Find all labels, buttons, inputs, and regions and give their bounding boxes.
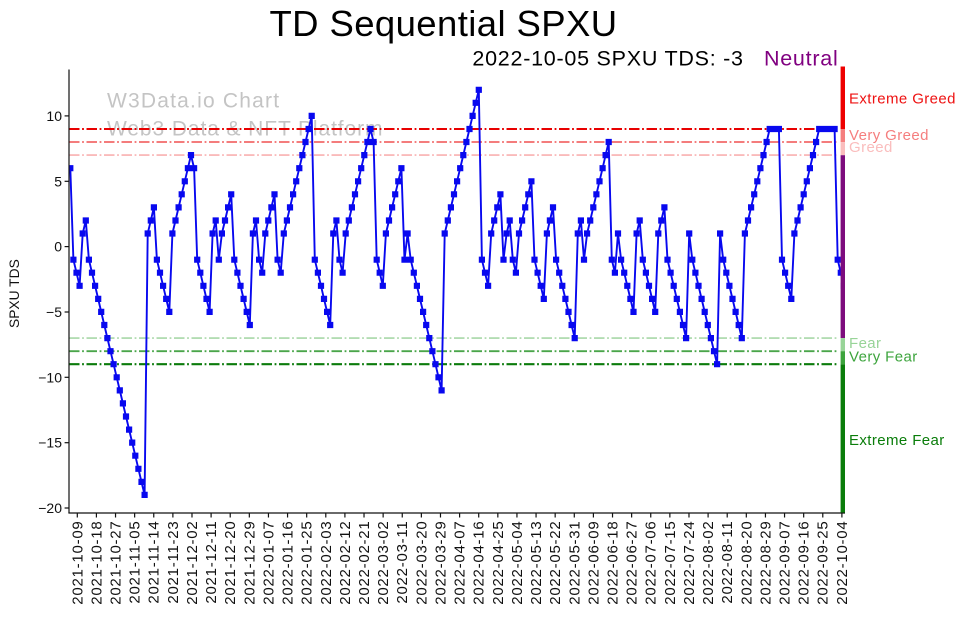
svg-text:2022-04-07: 2022-04-07: [452, 521, 469, 605]
svg-text:Very Fear: Very Fear: [849, 349, 918, 366]
svg-text:Extreme Greed: Extreme Greed: [849, 91, 956, 108]
svg-text:2022-01-16: 2022-01-16: [280, 521, 297, 605]
svg-text:2022-09-07: 2022-09-07: [777, 521, 794, 605]
svg-text:Very Greed: Very Greed: [849, 127, 929, 144]
svg-text:2021-10-27: 2021-10-27: [107, 521, 124, 605]
svg-text:2022-06-27: 2022-06-27: [624, 521, 641, 605]
svg-text:TD Sequential SPXU: TD Sequential SPXU: [269, 3, 617, 44]
svg-text:Fear: Fear: [849, 335, 881, 352]
svg-text:2022-03-11: 2022-03-11: [394, 521, 411, 604]
svg-text:2022-03-20: 2022-03-20: [413, 521, 430, 605]
svg-text:2021-12-02: 2021-12-02: [184, 521, 201, 605]
svg-text:2022-08-02: 2022-08-02: [700, 521, 717, 605]
svg-text:−20: −20: [38, 500, 62, 516]
svg-text:5: 5: [54, 173, 62, 189]
svg-text:2021-10-09: 2021-10-09: [69, 521, 86, 605]
svg-text:2022-01-25: 2022-01-25: [299, 521, 316, 605]
svg-text:2022-08-11: 2022-08-11: [719, 521, 736, 604]
svg-text:2021-12-11: 2021-12-11: [203, 521, 220, 604]
svg-text:W3Data.io Chart: W3Data.io Chart: [107, 90, 280, 113]
svg-text:2021-12-29: 2021-12-29: [241, 521, 258, 605]
svg-text:2022-05-31: 2022-05-31: [566, 521, 583, 605]
svg-text:2021-10-18: 2021-10-18: [88, 521, 105, 605]
svg-text:2022-08-20: 2022-08-20: [738, 521, 755, 605]
svg-text:2022-01-07: 2022-01-07: [260, 521, 277, 605]
svg-text:2022-10-05 SPXU TDS: -3 Neut: 2022-10-05 SPXU TDS: -3 Neutral: [472, 47, 838, 71]
svg-text:2022-04-25: 2022-04-25: [490, 521, 507, 605]
svg-text:−15: −15: [38, 435, 62, 451]
svg-text:2022-07-06: 2022-07-06: [643, 521, 660, 605]
svg-text:2022-07-15: 2022-07-15: [662, 521, 679, 605]
svg-text:2021-11-05: 2021-11-05: [127, 521, 144, 604]
svg-text:2022-02-03: 2022-02-03: [318, 521, 335, 605]
svg-text:2022-02-12: 2022-02-12: [337, 521, 354, 605]
svg-text:SPXU TDS: SPXU TDS: [7, 259, 22, 328]
svg-text:2022-04-16: 2022-04-16: [471, 521, 488, 605]
svg-text:2022-07-24: 2022-07-24: [681, 521, 698, 605]
svg-text:10: 10: [46, 108, 62, 124]
svg-text:2022-05-13: 2022-05-13: [528, 521, 545, 605]
svg-text:2022-06-09: 2022-06-09: [585, 521, 602, 605]
svg-text:2022-09-25: 2022-09-25: [815, 521, 832, 605]
svg-text:Extreme Fear: Extreme Fear: [849, 432, 945, 449]
svg-text:2021-12-20: 2021-12-20: [222, 521, 239, 605]
svg-text:2022-09-16: 2022-09-16: [796, 521, 813, 605]
svg-text:2022-10-04: 2022-10-04: [834, 521, 851, 605]
svg-text:2022-03-02: 2022-03-02: [375, 521, 392, 605]
svg-text:2022-05-22: 2022-05-22: [547, 521, 564, 605]
svg-text:Greed: Greed: [849, 139, 893, 156]
svg-text:−10: −10: [38, 369, 62, 385]
svg-text:2022-02-21: 2022-02-21: [356, 521, 373, 605]
svg-text:2021-11-14: 2021-11-14: [146, 521, 163, 604]
svg-text:2022-05-04: 2022-05-04: [509, 521, 526, 605]
svg-text:2022-03-29: 2022-03-29: [432, 521, 449, 605]
svg-text:2022-06-18: 2022-06-18: [604, 521, 621, 605]
svg-text:2021-11-23: 2021-11-23: [165, 521, 182, 604]
svg-text:0: 0: [54, 239, 62, 255]
svg-text:−5: −5: [46, 304, 62, 320]
svg-text:2022-08-29: 2022-08-29: [757, 521, 774, 605]
